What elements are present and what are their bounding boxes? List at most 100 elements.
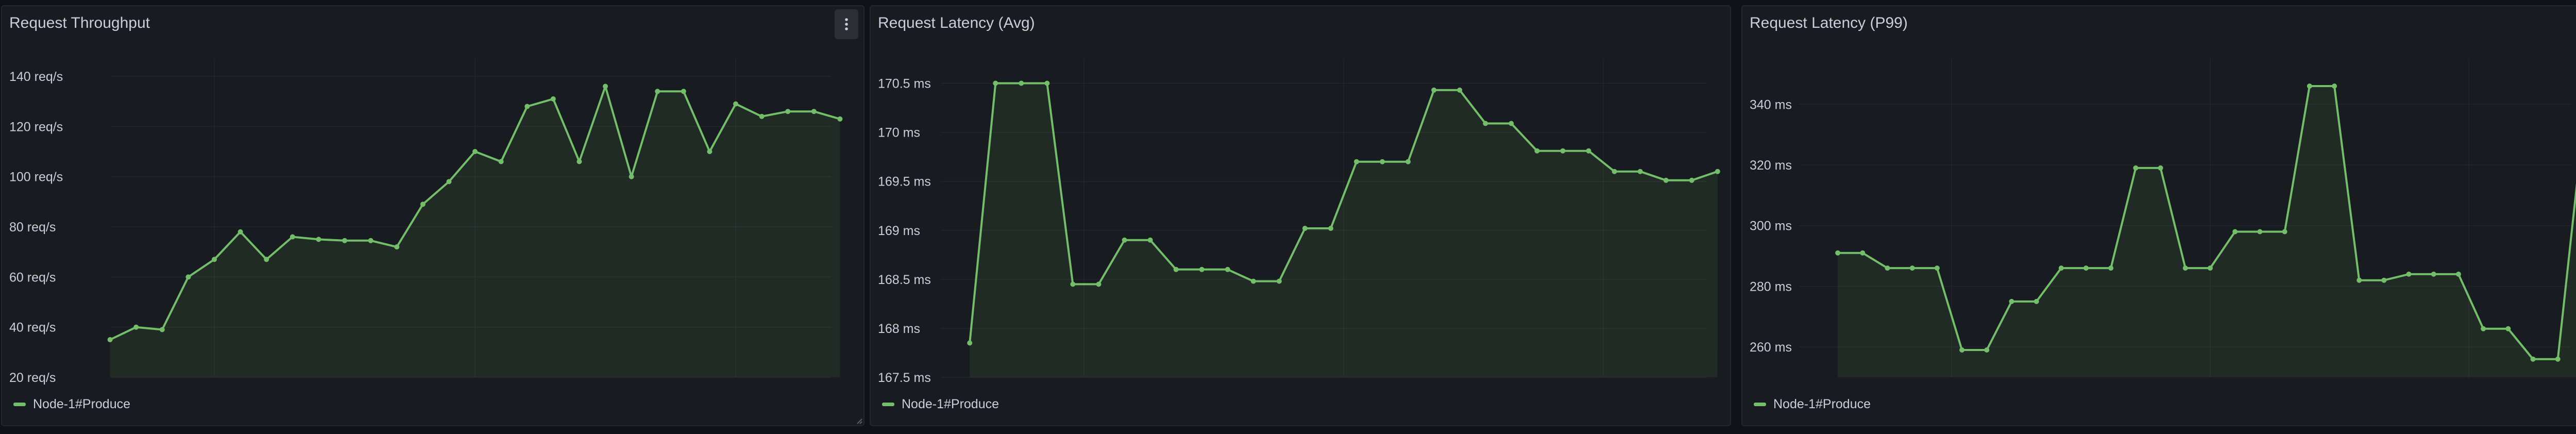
data-point [811, 109, 817, 114]
y-tick-label: 260 ms [1750, 340, 1792, 355]
data-point [2083, 265, 2089, 271]
data-point [185, 274, 191, 280]
data-point [2257, 229, 2263, 235]
y-tick-label: 140 req/s [9, 70, 63, 84]
data-point [1354, 159, 1359, 164]
data-point [1959, 347, 1965, 353]
panel-request-latency-p99: Request Latency (P99) 260 ms 280 ms 300 ms… [1741, 5, 2576, 426]
y-tick-label: 320 ms [1750, 158, 1792, 173]
panel-title: Request Throughput [9, 14, 150, 31]
data-point [1637, 169, 1643, 174]
data-point [2481, 326, 2486, 331]
y-tick-label: 167.5 ms [878, 371, 931, 385]
panel-menu-button[interactable] [835, 9, 858, 39]
data-point [1122, 237, 1127, 243]
data-point [1560, 148, 1566, 154]
data-point [159, 327, 165, 332]
resize-handle-icon[interactable] [855, 417, 862, 424]
latency-avg-chart: 167.5 ms 168 ms 168.5 ms 169 ms 169.5 ms 170 … [878, 59, 1720, 388]
data-point [1885, 265, 1890, 271]
y-tick-label: 169 ms [878, 224, 920, 238]
data-point [1302, 226, 1308, 231]
legend[interactable]: Node-1#Produce [882, 397, 999, 412]
series-area [110, 86, 840, 377]
data-point [1860, 250, 1866, 256]
x-tick-label: 17:20 [459, 386, 492, 388]
data-point [1380, 159, 1385, 164]
data-point [394, 244, 400, 249]
x-tick-label: 17:20 [1328, 386, 1360, 388]
data-point [2158, 165, 2163, 171]
data-point [681, 89, 686, 94]
data-point [212, 257, 217, 262]
data-point [2058, 265, 2064, 271]
data-point [342, 238, 347, 243]
y-tick-label: 168.5 ms [878, 273, 931, 287]
y-tick-label: 100 req/s [9, 170, 63, 185]
grid [111, 59, 832, 378]
panel-request-latency-avg: Request Latency (Avg) 167.5 ms 168 ms 168.… [870, 5, 1731, 426]
data-point [577, 159, 582, 164]
data-point [2232, 229, 2238, 235]
data-point [707, 149, 713, 154]
x-tick-label: 17:25 [720, 386, 752, 388]
data-point [1483, 121, 1488, 126]
data-point [2381, 277, 2387, 283]
panel-request-throughput: Request Throughput 20 req/s 40 req/s 60 re… [1, 5, 865, 426]
data-point [1509, 121, 1514, 126]
data-point [2182, 265, 2188, 271]
data-point [1044, 80, 1050, 86]
data-point [368, 238, 374, 243]
data-point [629, 174, 634, 179]
data-point [2282, 229, 2287, 235]
data-point [1586, 148, 1591, 154]
x-tick-label: 17:25 [1587, 386, 1620, 388]
y-tick-label: 280 ms [1750, 279, 1792, 294]
data-point [1984, 347, 1990, 353]
y-tick-label: 170 ms [878, 126, 920, 140]
data-point [1328, 226, 1333, 231]
data-point [238, 229, 243, 235]
data-point [1534, 148, 1540, 154]
data-point [2009, 298, 2014, 304]
data-point [1225, 266, 1230, 272]
grid [1799, 59, 2571, 377]
data-point [603, 84, 608, 89]
data-point [446, 179, 452, 185]
legend[interactable]: Node-1#Produce [1754, 397, 1871, 412]
data-point [1431, 87, 1437, 93]
y-tick-label: 340 ms [1750, 97, 1792, 112]
x-tick-label: 17:15 [198, 386, 231, 388]
legend-swatch [1754, 403, 1766, 406]
data-point [524, 104, 530, 109]
y-tick-label: 169.5 ms [878, 175, 931, 189]
data-point [2208, 265, 2213, 271]
data-point [472, 149, 478, 154]
data-point [107, 337, 113, 342]
data-point [1612, 169, 1617, 174]
grid [941, 59, 1706, 378]
data-point [2406, 271, 2412, 277]
y-tick-label: 80 req/s [9, 220, 56, 235]
data-point [264, 257, 269, 262]
data-point [1070, 281, 1076, 287]
data-point [2133, 165, 2139, 171]
y-tick-label: 60 req/s [9, 270, 56, 285]
y-tick-label: 40 req/s [9, 321, 56, 335]
data-point [759, 113, 765, 119]
series-line [969, 82, 1718, 343]
data-point [1250, 278, 1256, 284]
x-tick-label: 17:20 [2194, 386, 2227, 388]
latency-p99-chart: 260 ms 280 ms 300 ms 320 ms 340 ms 17:15 17:20… [1750, 59, 2576, 388]
y-tick-label: 20 req/s [9, 371, 56, 385]
x-tick-label: 17:15 [1936, 386, 1968, 388]
x-tick-label: 17:15 [1068, 386, 1100, 388]
data-point [133, 324, 139, 330]
data-point [1715, 169, 1720, 174]
legend[interactable]: Node-1#Produce [13, 397, 130, 412]
y-tick-label: 170.5 ms [878, 77, 931, 91]
data-point [2505, 326, 2511, 331]
data-point [290, 234, 295, 240]
data-point [2455, 271, 2461, 277]
